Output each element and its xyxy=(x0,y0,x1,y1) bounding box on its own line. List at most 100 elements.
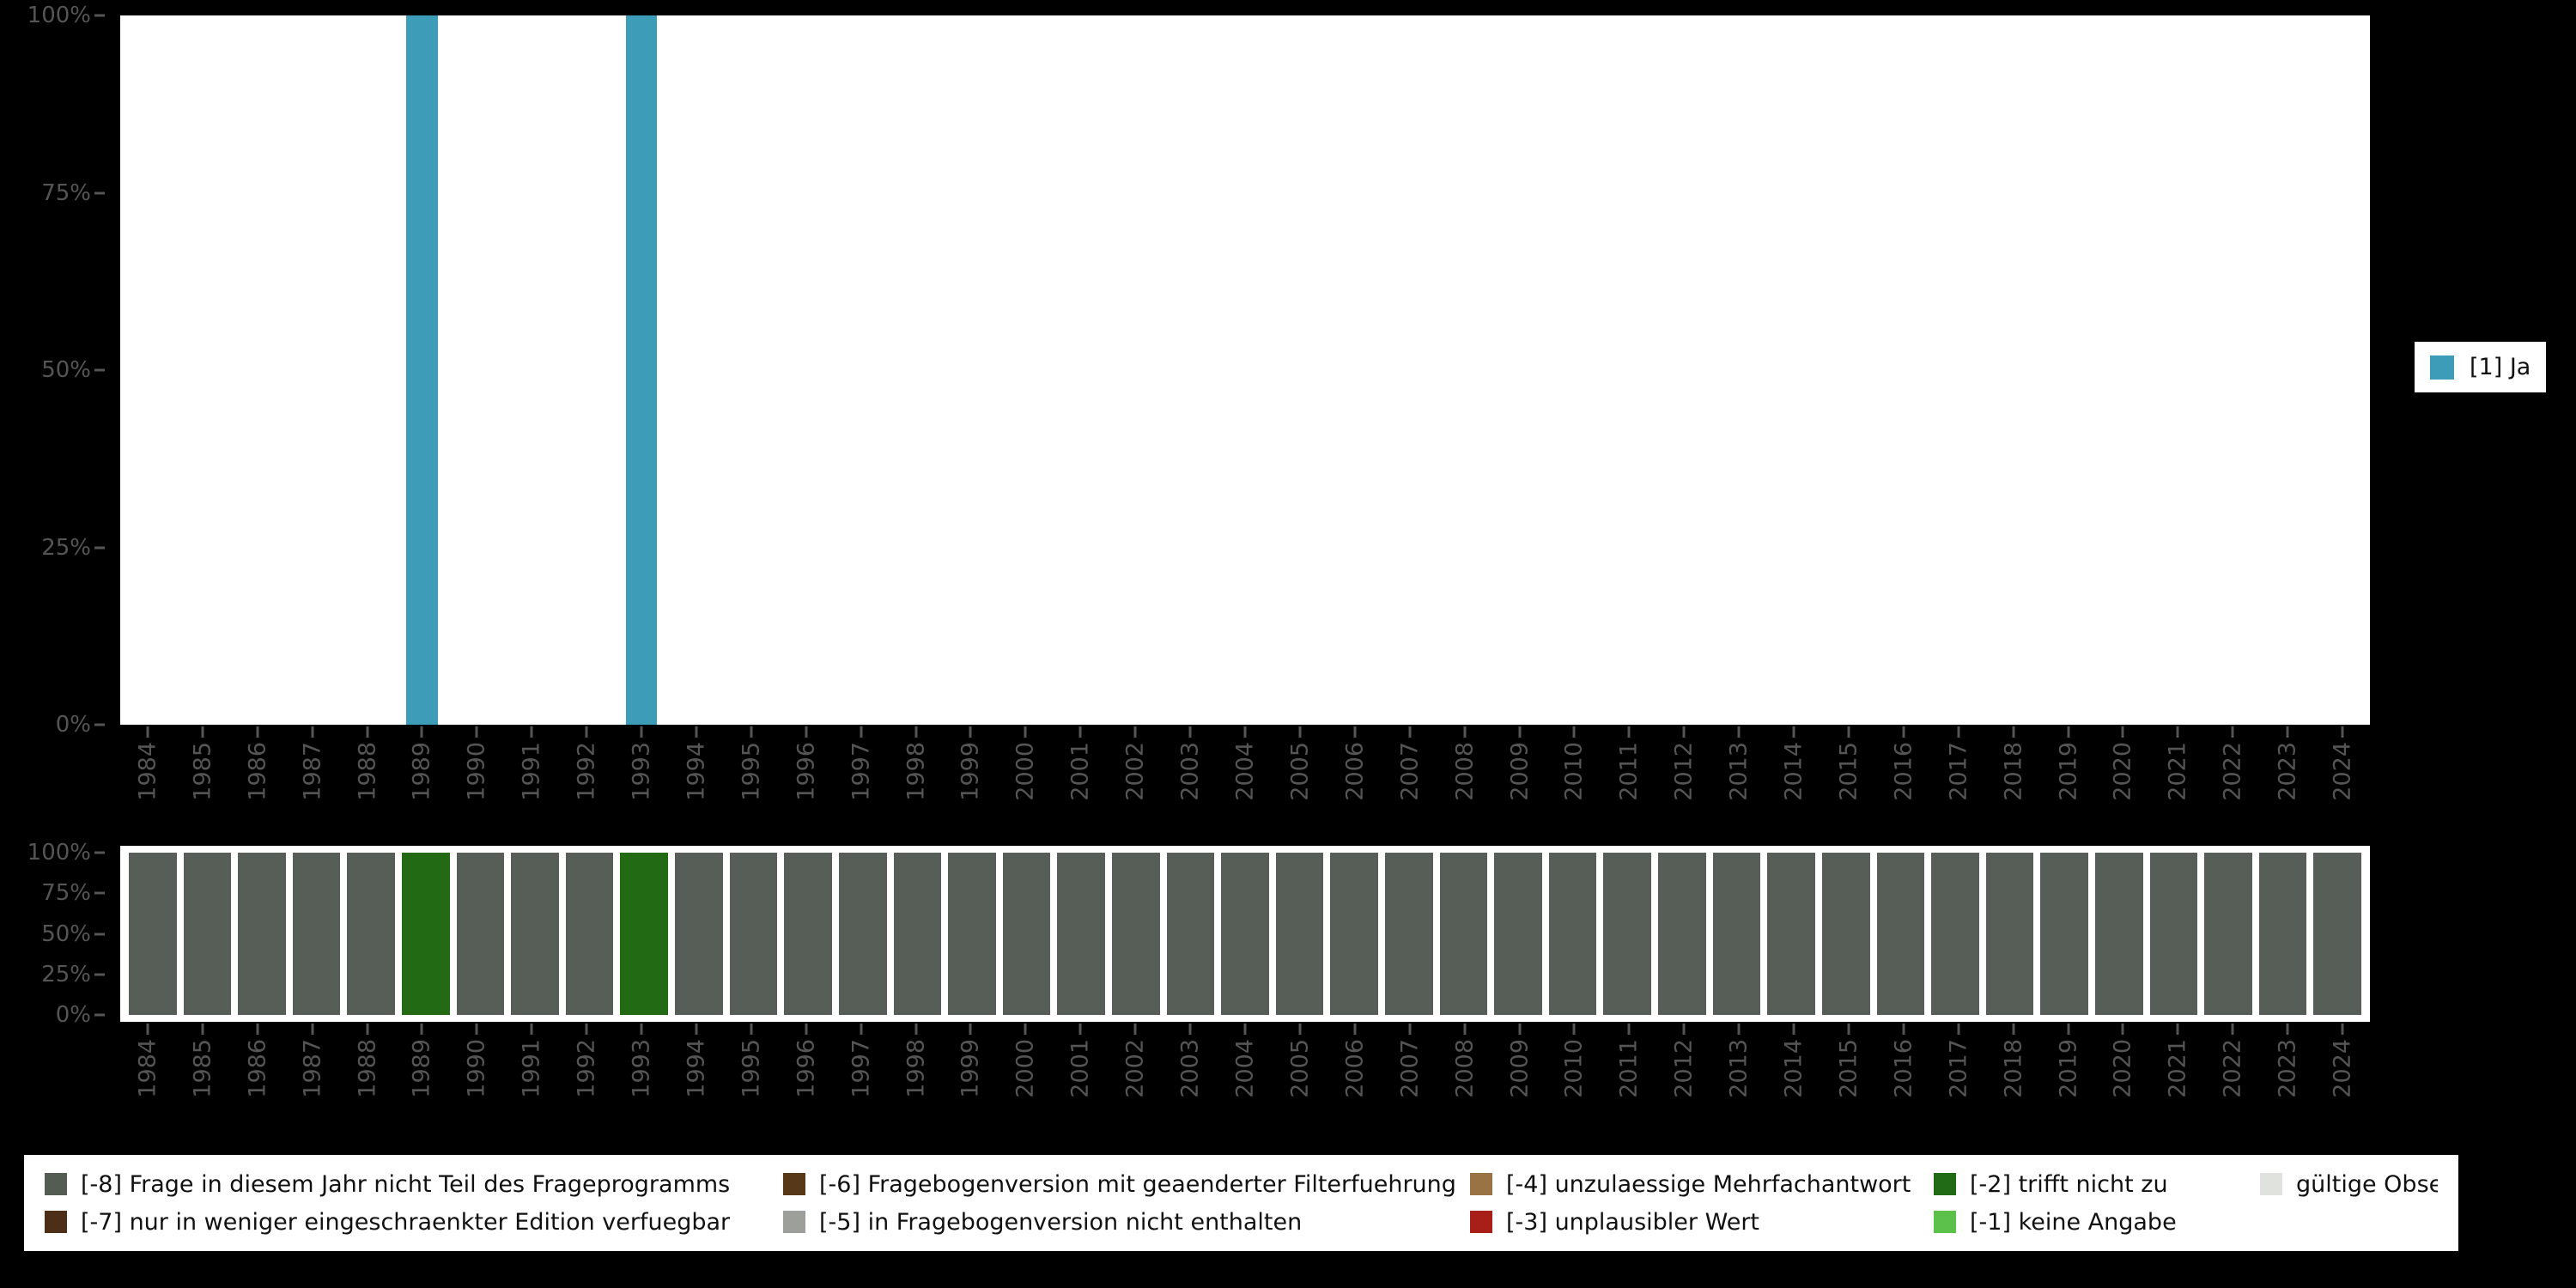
status-legend-label: [-5] in Fragebogenversion nicht enthalte… xyxy=(819,1208,1303,1236)
main-x-tick-mark xyxy=(585,726,588,738)
main-x-tick-mark xyxy=(256,726,259,738)
status-legend-label: [-6] Fragebogenversion mit geaenderter F… xyxy=(819,1170,1456,1198)
status-bar xyxy=(1494,853,1542,1015)
main-y-tick-label: 75% xyxy=(41,179,91,206)
status-plot-area xyxy=(120,846,2370,1022)
status-x-tick-mark xyxy=(750,1024,753,1035)
status-legend: [-8] Frage in diesem Jahr nicht Teil des… xyxy=(24,1155,2458,1251)
status-x-tick-mark xyxy=(640,1024,643,1035)
main-x-tick-mark xyxy=(311,726,314,738)
main-x-tick-label: 1987 xyxy=(299,742,326,801)
status-x-tick-label: 2000 xyxy=(1012,1039,1039,1098)
status-x-tick-label: 2016 xyxy=(1890,1039,1917,1098)
status-legend-swatch xyxy=(1470,1211,1492,1233)
main-x-tick-mark xyxy=(1792,726,1795,738)
main-x-tick-label: 1995 xyxy=(738,742,765,801)
series-legend: [1] Ja xyxy=(2415,342,2547,392)
status-legend-entry: [-8] Frage in diesem Jahr nicht Teil des… xyxy=(45,1171,783,1198)
status-bar xyxy=(948,853,996,1015)
status-legend-entry: gültige Observationen xyxy=(2260,1171,2438,1198)
status-bar xyxy=(784,853,832,1015)
status-x-tick-label: 2015 xyxy=(1835,1039,1862,1098)
status-y-tick-mark xyxy=(94,1013,105,1017)
status-bar xyxy=(565,853,614,1015)
main-x-tick-mark xyxy=(1957,726,1960,738)
main-x-tick-label: 2010 xyxy=(1560,742,1588,801)
status-x-tick-mark xyxy=(1957,1024,1960,1035)
main-x-tick-mark xyxy=(2012,726,2015,738)
status-x-tick-label: 2004 xyxy=(1231,1039,1259,1098)
main-y-tick-mark xyxy=(94,546,105,549)
status-legend-swatch xyxy=(2260,1173,2282,1195)
status-x-tick-label: 1986 xyxy=(244,1039,271,1098)
status-legend-entry: [-1] keine Angabe xyxy=(1934,1209,2260,1236)
status-y-tick-mark xyxy=(94,933,105,935)
main-x-tick-mark xyxy=(475,726,478,738)
status-x-tick-mark xyxy=(475,1024,478,1035)
status-bar xyxy=(1166,853,1215,1015)
status-legend-swatch xyxy=(783,1211,805,1233)
main-x-tick-label: 1990 xyxy=(463,742,490,801)
main-x-tick-mark xyxy=(2286,726,2289,738)
status-bar xyxy=(1275,853,1324,1015)
status-legend-label: [-7] nur in weniger eingeschraenkter Edi… xyxy=(81,1208,731,1236)
status-x-tick-mark xyxy=(860,1024,863,1035)
main-x-tick-label: 2000 xyxy=(1012,742,1039,801)
main-x-tick-label: 2018 xyxy=(2000,742,2027,801)
main-x-tick-label: 2014 xyxy=(1780,742,1807,801)
main-x-tick-label: 2020 xyxy=(2109,742,2136,801)
main-x-tick-mark xyxy=(420,726,423,738)
status-x-tick-label: 2010 xyxy=(1560,1039,1588,1098)
main-x-tick-mark xyxy=(640,726,643,738)
status-x-tick-label: 2007 xyxy=(1396,1039,1424,1098)
status-x-tick-label: 2011 xyxy=(1615,1039,1643,1098)
status-bar xyxy=(675,853,723,1015)
status-legend-entry: [-2] trifft nicht zu xyxy=(1934,1171,2260,1198)
main-x-tick-label: 2012 xyxy=(1670,742,1698,801)
status-bar xyxy=(511,853,559,1015)
main-x-tick-mark xyxy=(146,726,149,738)
main-x-tick-mark xyxy=(2176,726,2179,738)
status-legend-swatch xyxy=(45,1211,67,1233)
status-x-tick-label: 2008 xyxy=(1451,1039,1479,1098)
status-x-tick-mark xyxy=(1353,1024,1357,1035)
status-x-tick-mark xyxy=(1078,1024,1082,1035)
status-x-tick-label: 1987 xyxy=(299,1039,326,1098)
status-bar xyxy=(238,853,286,1015)
main-x-tick-label: 2015 xyxy=(1835,742,1862,801)
status-x-tick-mark xyxy=(1188,1024,1192,1035)
status-x-tick-label: 1997 xyxy=(848,1039,875,1098)
status-legend-swatch xyxy=(1934,1173,1956,1195)
status-chart: 100% 75% 50% 25% 0% 1984 1985 1986 1987 1988 1989… xyxy=(0,840,2370,1121)
status-y-axis: 100% 75% 50% 25% 0% xyxy=(0,840,106,1028)
main-x-tick-mark xyxy=(1682,726,1686,738)
main-x-tick-mark xyxy=(1463,726,1467,738)
status-bar xyxy=(1439,853,1488,1015)
main-plot-area xyxy=(120,15,2370,725)
main-x-tick-label: 1997 xyxy=(848,742,875,801)
main-x-tick-mark xyxy=(1133,726,1137,738)
status-bar xyxy=(1985,853,2034,1015)
main-x-tick-mark xyxy=(1847,726,1850,738)
status-x-axis: 1984 1985 1986 1987 1988 1989 1990 1991 1992 1993… xyxy=(120,1024,2370,1127)
status-bar xyxy=(620,853,669,1015)
main-x-tick-label: 2011 xyxy=(1615,742,1643,801)
main-x-tick-mark xyxy=(969,726,972,738)
status-x-tick-label: 2023 xyxy=(2274,1039,2301,1098)
status-x-tick-mark xyxy=(585,1024,588,1035)
status-bar xyxy=(729,853,778,1015)
main-x-tick-mark xyxy=(201,726,204,738)
status-bar xyxy=(1931,853,1979,1015)
main-x-tick-label: 1984 xyxy=(134,742,161,801)
status-x-tick-label: 2012 xyxy=(1670,1039,1698,1098)
status-bar xyxy=(2040,853,2088,1015)
legend-label-ja: [1] Ja xyxy=(2470,354,2531,380)
main-x-tick-label: 1996 xyxy=(793,742,820,801)
status-legend-entry: [-5] in Fragebogenversion nicht enthalte… xyxy=(783,1209,1470,1236)
status-x-tick-mark xyxy=(1847,1024,1850,1035)
main-x-tick-label: 1999 xyxy=(957,742,984,801)
status-bar xyxy=(2313,853,2361,1015)
main-x-tick-mark xyxy=(750,726,753,738)
status-legend-swatch xyxy=(1934,1211,1956,1233)
main-x-tick-mark xyxy=(366,726,369,738)
